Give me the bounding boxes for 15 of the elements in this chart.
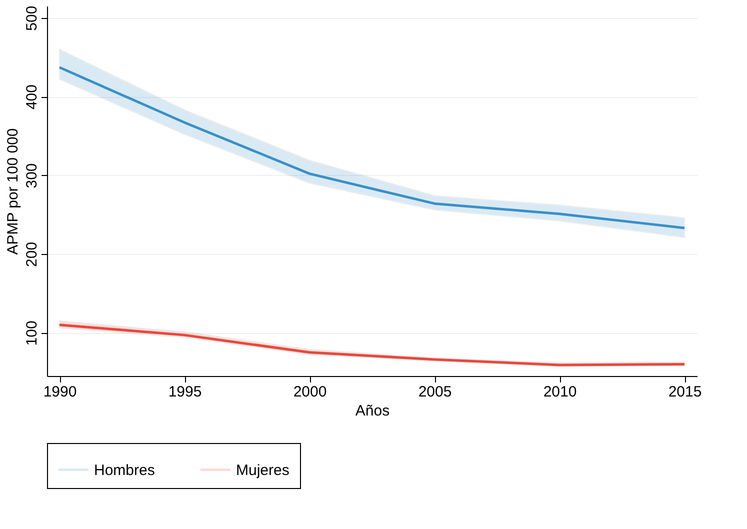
y-tick-label: 100 xyxy=(24,320,40,346)
y-tick-label: 500 xyxy=(24,6,40,31)
legend-label: Mujeres xyxy=(236,462,290,479)
y-tick-label: 200 xyxy=(24,242,40,267)
x-tick-label: 2015 xyxy=(668,384,702,400)
y-tick-label: 400 xyxy=(24,84,40,110)
y-axis-title: APMP por 100 000 xyxy=(4,128,22,255)
x-tick-label: 1990 xyxy=(43,384,77,400)
x-tick-label: 2005 xyxy=(418,384,452,400)
x-axis-title: Años xyxy=(355,402,390,420)
x-tick-label: 2000 xyxy=(293,384,327,400)
y-tick-label: 300 xyxy=(24,163,40,188)
legend-label: Hombres xyxy=(94,462,155,479)
x-tick-label: 1995 xyxy=(168,384,202,400)
x-tick-label: 2010 xyxy=(543,384,577,400)
